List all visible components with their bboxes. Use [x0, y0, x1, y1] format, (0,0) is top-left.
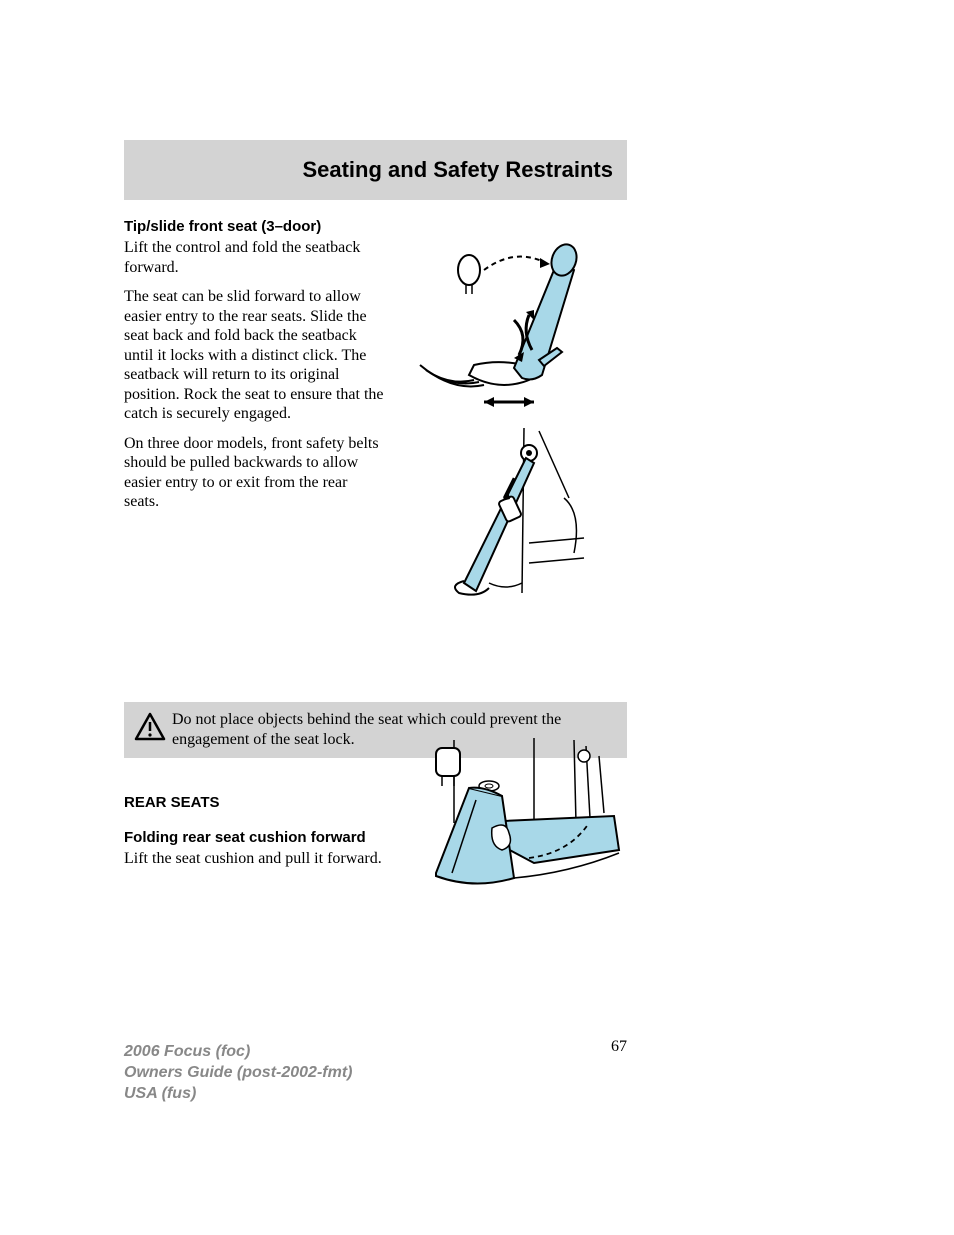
body-para-rear: Lift the seat cushion and pull it forwar…: [124, 849, 384, 869]
footer-line-1: 2006 Focus (foc): [124, 1042, 352, 1063]
footer-code-2: (post-2002-fmt): [237, 1064, 353, 1081]
figure-seat-tilt: [414, 240, 614, 415]
figure-rear-fold: [414, 728, 624, 898]
seatbelt-icon: [434, 423, 594, 598]
body-para-1: Lift the control and fold the seatback f…: [124, 238, 384, 277]
body-para-2: The seat can be slid forward to allow ea…: [124, 287, 384, 424]
footer-block: 2006 Focus (foc) Owners Guide (post-2002…: [124, 1042, 352, 1104]
section-header-title: Seating and Safety Restraints: [302, 157, 613, 183]
subheading-tip-slide: Tip/slide front seat (3–door): [124, 218, 627, 235]
body-para-3: On three door models, front safety belts…: [124, 434, 384, 512]
warning-icon: [134, 712, 172, 747]
figure-seatbelt: [434, 423, 594, 603]
footer-model: 2006 Focus: [124, 1043, 216, 1060]
page-content: Tip/slide front seat (3–door) Lift the c…: [124, 218, 627, 1056]
footer-guide: Owners Guide: [124, 1064, 237, 1081]
rear-fold-icon: [414, 728, 624, 893]
footer-region: USA: [124, 1085, 162, 1102]
section-header-band: Seating and Safety Restraints: [124, 140, 627, 200]
seat-tilt-icon: [414, 240, 614, 410]
footer-code-3: (fus): [162, 1085, 197, 1102]
footer-line-3: USA (fus): [124, 1084, 352, 1105]
footer-code-1: (foc): [216, 1043, 251, 1060]
footer-line-2: Owners Guide (post-2002-fmt): [124, 1063, 352, 1084]
